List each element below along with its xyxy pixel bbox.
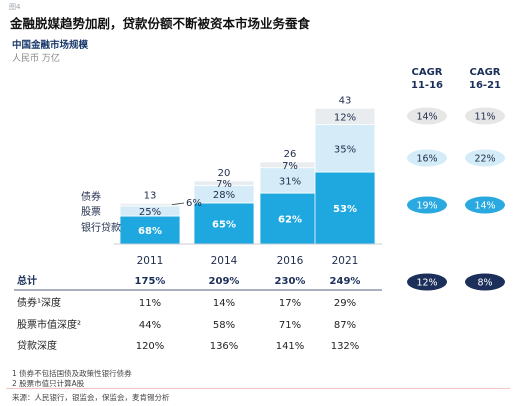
bar-label-bonds-2016: 7% bbox=[282, 161, 298, 172]
table-cell-1-1: 14% bbox=[213, 298, 235, 309]
table-cell-3-0: 120% bbox=[136, 341, 165, 352]
bar-label-stocks-2016: 31% bbox=[279, 176, 301, 187]
bar-label-loans-2016: 62% bbox=[278, 215, 302, 226]
cagr-value-股票-0: 16% bbox=[416, 154, 437, 165]
cagr-bubble-银行贷款-1 bbox=[465, 196, 505, 214]
bar-label-loans-2021: 53% bbox=[333, 204, 357, 215]
cagr-header-period-1: 16-21 bbox=[469, 80, 501, 91]
table-cell-3-3: 132% bbox=[331, 341, 360, 352]
table-row-label-0: 总计 bbox=[17, 274, 37, 287]
table-cell-0-2: 230% bbox=[275, 276, 306, 287]
figure-number: 图4 bbox=[9, 3, 21, 11]
bar-银行贷款-2011 bbox=[119, 215, 181, 245]
bar-label-bonds-2021: 12% bbox=[334, 112, 356, 123]
bar-label-bonds-2014: 7% bbox=[216, 179, 232, 190]
table-row-label-1: 债券¹深度 bbox=[17, 296, 61, 309]
bar-债券-2011 bbox=[119, 202, 181, 207]
cagr-header-period-0: 11-16 bbox=[411, 80, 443, 91]
bar-股票-2021 bbox=[314, 124, 376, 173]
table-cell-3-2: 141% bbox=[276, 341, 305, 352]
footer-divider bbox=[6, 388, 510, 389]
table-cell-0-1: 209% bbox=[209, 276, 240, 287]
table-cell-0-3: 249% bbox=[330, 276, 361, 287]
footnote-2: 2 股票市值只计算A股 bbox=[12, 379, 85, 388]
bar-label-bonds-2011: 6% bbox=[186, 198, 202, 209]
x-tick-label-2021: 2021 bbox=[332, 255, 359, 267]
chart-subtitle: 中国金融市场规模 bbox=[12, 40, 89, 51]
bond-label-leader-line bbox=[171, 202, 185, 205]
x-tick-label-2011: 2011 bbox=[137, 255, 164, 267]
x-tick-label-2016: 2016 bbox=[277, 255, 304, 267]
footnote-1: 1 债券不包括国债及政策性银行债券 bbox=[12, 369, 132, 378]
cagr-value-债券-0: 14% bbox=[416, 112, 437, 123]
legend-label-银行贷款: 银行贷款 bbox=[81, 221, 121, 234]
source-note: 来源：人民银行，银监会，保监会，麦肯锡分析 bbox=[12, 393, 170, 402]
cagr-bubble-股票-1 bbox=[465, 149, 505, 167]
table-cell-1-2: 17% bbox=[279, 298, 301, 309]
cagr-bubble-银行贷款-0 bbox=[407, 196, 447, 214]
cagr-bubble-债券-1 bbox=[465, 107, 505, 125]
bar-total-2016: 26 bbox=[284, 149, 297, 160]
cagr-bubble-总计-0 bbox=[407, 273, 447, 291]
cagr-header-0: CAGR bbox=[412, 67, 443, 78]
bar-label-loans-2014: 65% bbox=[212, 219, 236, 230]
bar-股票-2016 bbox=[259, 167, 321, 194]
cagr-bubble-债券-0 bbox=[407, 107, 447, 125]
table-cell-0-0: 175% bbox=[135, 276, 166, 287]
bar-债券-2021 bbox=[314, 107, 376, 125]
table-cell-2-3: 87% bbox=[334, 320, 356, 331]
table-cell-1-0: 11% bbox=[139, 298, 161, 309]
bar-total-2011: 13 bbox=[144, 190, 157, 201]
table-row-label-2: 股票市值深度² bbox=[17, 318, 81, 331]
bar-label-stocks-2011: 25% bbox=[139, 207, 161, 218]
cagr-value-股票-1: 22% bbox=[474, 154, 495, 165]
bar-债券-2014 bbox=[193, 180, 255, 186]
table-row-label-3: 贷款深度 bbox=[17, 339, 57, 352]
unit-label: 人民币 万亿 bbox=[12, 54, 60, 64]
legend-label-股票: 股票 bbox=[81, 206, 101, 218]
cagr-value-总计-0: 12% bbox=[416, 278, 437, 289]
table-cell-3-1: 136% bbox=[210, 341, 239, 352]
cagr-value-银行贷款-0: 19% bbox=[416, 201, 437, 212]
table-cell-2-0: 44% bbox=[139, 320, 161, 331]
cagr-header-1: CAGR bbox=[470, 67, 501, 78]
cagr-value-总计-1: 8% bbox=[477, 278, 492, 289]
bar-total-2014: 20 bbox=[218, 168, 231, 179]
bar-label-stocks-2014: 28% bbox=[213, 190, 235, 201]
cagr-bubble-股票-0 bbox=[407, 149, 447, 167]
legend-label-债券: 债券 bbox=[81, 190, 101, 203]
cagr-value-债券-1: 11% bbox=[474, 112, 495, 123]
bar-total-2021: 43 bbox=[339, 95, 352, 106]
headline: 金融脱媒趋势加剧，贷款份额不断被资本市场业务蚕食 bbox=[10, 16, 311, 31]
table-cell-2-2: 71% bbox=[279, 320, 301, 331]
table-cell-2-1: 58% bbox=[213, 320, 235, 331]
bar-label-loans-2011: 68% bbox=[138, 226, 162, 237]
table-cell-1-3: 29% bbox=[334, 298, 356, 309]
bar-银行贷款-2021 bbox=[314, 171, 376, 245]
cagr-value-银行贷款-1: 14% bbox=[474, 201, 495, 212]
bar-label-stocks-2021: 35% bbox=[334, 144, 356, 155]
x-tick-label-2014: 2014 bbox=[211, 255, 238, 267]
cagr-bubble-总计-1 bbox=[465, 273, 505, 291]
